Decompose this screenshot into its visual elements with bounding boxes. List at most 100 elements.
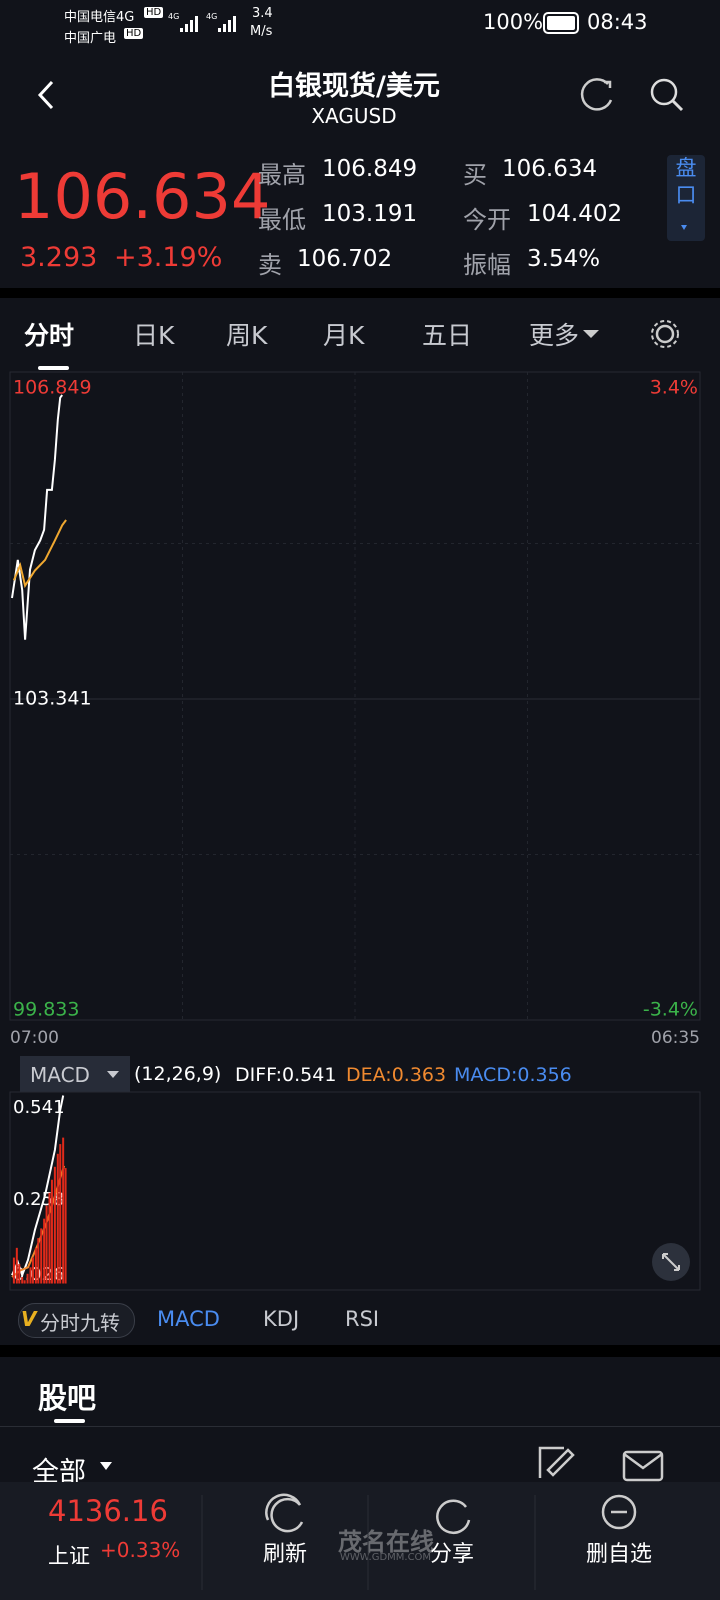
price: 106.634 [14, 160, 271, 233]
tab-indicator [54, 1419, 85, 1423]
macd-bar [21, 1277, 24, 1284]
settings-icon [655, 324, 675, 344]
action-label[interactable]: 分享 [429, 1542, 474, 1567]
indicator-tab[interactable]: RSI [345, 1307, 380, 1331]
speed: 3.4 [252, 6, 273, 21]
separator [0, 288, 720, 298]
expand-button [652, 1243, 690, 1281]
title: 白银现货/美元 [268, 71, 440, 102]
battery: 100% [483, 10, 544, 34]
stat-value: 106.849 [322, 156, 418, 182]
stat-label: 今开 [463, 206, 511, 234]
stat-label: 卖 [258, 251, 282, 279]
watermark: WWW.GDMM.COM [340, 1552, 432, 1563]
index-value[interactable]: 4136.16 [48, 1494, 168, 1528]
stat-value: 3.54% [527, 246, 601, 272]
stat-label: 买 [463, 161, 487, 189]
macd-bar [64, 1168, 67, 1284]
more-caret [583, 330, 599, 338]
side-tab[interactable]: 盘 口 [667, 155, 705, 241]
indicator-tab[interactable]: KDJ [263, 1307, 300, 1331]
index-change: +0.33% [100, 1538, 181, 1562]
y-tick-label: 0.541 [13, 1097, 65, 1118]
macd-bar [18, 1264, 21, 1284]
side-tab-text: 盘 [675, 156, 697, 180]
stat-value: 106.702 [297, 246, 393, 272]
macd-bar [45, 1205, 48, 1284]
macd-bar [34, 1247, 37, 1284]
macd-frame [9, 1091, 701, 1291]
battery-level [547, 16, 575, 30]
forum-title[interactable]: 股吧 [38, 1381, 97, 1415]
x-tick-label: 06:35 [651, 1028, 700, 1048]
macd-bar [29, 1267, 32, 1284]
change-pct: +3.19% [114, 242, 223, 273]
series-line [12, 519, 67, 589]
watermark: 茂名在线 [338, 1528, 434, 1556]
macd-bar [48, 1192, 51, 1284]
mail-icon [622, 1450, 664, 1482]
legend-entry: MACD:0.356 [454, 1064, 572, 1086]
series-line [11, 1165, 66, 1278]
macd-bar [31, 1257, 34, 1284]
divider [0, 1426, 720, 1427]
y-tick-label: 0.026 [13, 1264, 65, 1285]
y2-tick-label: -3.4% [643, 999, 698, 1021]
stat-value: 106.634 [502, 156, 598, 182]
hd-badge: HD [144, 7, 164, 18]
legend-entry: DIFF:0.541 [235, 1064, 337, 1086]
clock: 08:43 [587, 10, 648, 34]
y2-tick-label: 3.4% [650, 377, 698, 399]
stat-label: 振幅 [463, 251, 511, 279]
symbol: XAGUSD [311, 104, 397, 128]
series-line [11, 1095, 65, 1279]
separator [0, 1345, 720, 1357]
tab[interactable]: 月K [323, 321, 365, 350]
y-tick-label: 106.849 [13, 377, 92, 399]
carrier: 中国电信4G [64, 10, 135, 25]
x-tick-label: 07:00 [10, 1028, 59, 1048]
index-name: 上证 [48, 1544, 90, 1568]
series-line [11, 394, 64, 640]
y-tick-label: 99.833 [13, 999, 79, 1021]
macd-bar [23, 1280, 26, 1284]
macd-bar [40, 1228, 43, 1284]
legend-entry: DEA:0.363 [346, 1064, 447, 1086]
filter-caret [100, 1462, 112, 1470]
tab[interactable]: 五日 [422, 321, 473, 350]
side-tab-text: 口 [675, 183, 697, 207]
stat-value: 103.191 [322, 201, 418, 227]
stat-label: 最低 [258, 206, 306, 234]
macd-bar [43, 1218, 46, 1284]
macd-bar [26, 1273, 29, 1284]
stat-value: 104.402 [527, 201, 623, 227]
tab[interactable]: 分时 [24, 321, 75, 350]
edit-icon [538, 1446, 575, 1478]
battery-icon [543, 12, 579, 34]
indicator-name: MACD [30, 1063, 90, 1087]
y-tick-label: 0.258 [13, 1189, 65, 1210]
mail-flap [623, 1452, 663, 1470]
tab[interactable]: 周K [226, 321, 268, 350]
expand-icon [662, 1253, 680, 1271]
macd-bar [59, 1144, 62, 1284]
indicator-pill[interactable] [18, 1303, 135, 1338]
network: 4G [168, 12, 180, 21]
macd-bar [56, 1153, 59, 1284]
action-label[interactable]: 刷新 [262, 1542, 307, 1567]
hd-badge: HD [124, 28, 144, 39]
tab[interactable]: 日K [133, 321, 175, 350]
macd-bar [53, 1166, 56, 1284]
change: 3.293 [20, 242, 98, 273]
indicator-tab[interactable]: 分时九转 [40, 1311, 120, 1335]
price-frame [9, 371, 701, 1021]
y-tick-label: 103.341 [13, 688, 92, 710]
tab-indicator [38, 366, 69, 370]
macd-bar [15, 1247, 18, 1284]
carrier: 中国广电 [64, 31, 117, 46]
indicator-tab[interactable]: MACD [157, 1307, 220, 1331]
tab[interactable]: 更多 [529, 321, 580, 350]
action-label[interactable]: 删自选 [585, 1542, 652, 1567]
